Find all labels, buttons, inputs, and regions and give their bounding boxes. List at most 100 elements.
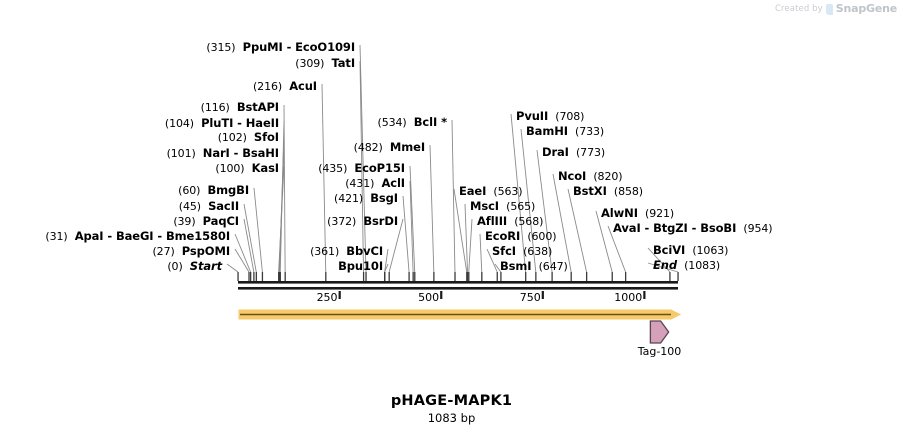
- enzyme-site-name: PvuII: [516, 109, 549, 123]
- enzyme-site-position: (372): [327, 215, 357, 228]
- leader-lines-group: [226, 44, 679, 273]
- enzyme-site-label: AflIII (568): [477, 214, 544, 229]
- leader-line: [253, 187, 263, 273]
- ruler-tick-label: 1000: [614, 291, 643, 304]
- enzyme-site-position: (102): [217, 131, 247, 144]
- backbone-lower-strand: [238, 287, 678, 290]
- enzyme-site-name: SfoI: [253, 130, 279, 144]
- snapgene-watermark: Created by SnapGene: [775, 2, 897, 15]
- enzyme-site-position: (27): [152, 245, 175, 258]
- enzyme-site-label: (104) PluTI - HaeII: [165, 116, 279, 131]
- leader-line: [429, 144, 435, 273]
- cut-site-tick: [255, 272, 257, 281]
- cut-site-tick: [414, 272, 416, 281]
- cut-site-tick: [248, 272, 250, 281]
- enzyme-site-name: BsrDI: [363, 214, 398, 228]
- enzyme-site-position: (921): [645, 207, 675, 220]
- enzyme-site-name: SacII: [208, 199, 239, 213]
- enzyme-site-position: (39): [173, 215, 196, 228]
- enzyme-site-label: (60) BmgBI: [178, 183, 249, 198]
- enzyme-site-label: (0) Start: [167, 260, 222, 274]
- leader-line: [536, 149, 553, 273]
- enzyme-site-label: (100) KasI: [215, 161, 280, 176]
- leader-line: [359, 60, 364, 273]
- enzyme-site-position: (733): [575, 125, 605, 138]
- enzyme-site-position: (431): [345, 177, 375, 190]
- cut-site-tick: [279, 272, 281, 281]
- cut-site-tick: [412, 272, 414, 281]
- enzyme-site-name: AclI: [381, 176, 405, 190]
- cut-site-tick: [325, 272, 327, 281]
- ruler-ticks-group: [338, 291, 646, 299]
- enzyme-site-position: (100): [215, 162, 245, 175]
- enzyme-site-name: AflIII: [477, 214, 508, 228]
- leader-line: [567, 188, 588, 273]
- enzyme-site-position: (773): [575, 146, 606, 159]
- enzyme-site-label: (421) BsgI: [334, 192, 398, 206]
- enzyme-site-name: DraI: [542, 145, 569, 159]
- enzyme-site-label: EcoRI (600): [485, 229, 557, 244]
- leader-line: [451, 119, 456, 273]
- cut-site-ticks-group: [237, 272, 679, 281]
- snapgene-logo-icon: [825, 4, 833, 15]
- leader-line: [464, 203, 468, 273]
- enzyme-site-name: PspOMI: [181, 244, 230, 258]
- enzyme-site-label: MscI (565): [470, 200, 536, 214]
- enzyme-site-name: MmeI: [389, 140, 425, 154]
- leader-line: [468, 218, 473, 273]
- cut-site-tick: [496, 272, 498, 281]
- page-title: pHAGE-MAPK1: [390, 393, 513, 409]
- enzyme-site-position: (954): [743, 222, 773, 235]
- cut-site-tick: [624, 272, 627, 281]
- enzyme-site-label: (372) BsrDI: [327, 214, 398, 229]
- enzyme-site-name: EcoRI: [485, 229, 521, 243]
- enzyme-site-name: PluTI - HaeII: [201, 116, 279, 130]
- leader-line: [409, 180, 414, 273]
- enzyme-site-name: BmgBI: [207, 183, 249, 197]
- enzyme-site-label: (361) BbvCI: [310, 245, 383, 259]
- enzyme-site-position: (1063): [692, 244, 729, 257]
- ruler-tick: [541, 291, 544, 299]
- enzyme-site-label: (315) PpuMI - EcoO109I: [206, 41, 355, 55]
- cut-site-tick: [481, 272, 483, 281]
- leader-line: [494, 263, 502, 273]
- enzyme-site-position: (421): [334, 192, 364, 205]
- enzyme-site-name: KasI: [251, 161, 280, 175]
- enzyme-site-label: (216) AcuI: [253, 80, 317, 94]
- cut-site-tick: [249, 272, 252, 281]
- enzyme-site-position: (315): [206, 41, 236, 54]
- enzyme-site-label: PvuII (708): [516, 109, 584, 124]
- enzyme-site-name: SfcI: [492, 244, 516, 258]
- ruler-tick-label: 750: [519, 291, 541, 304]
- leader-line: [510, 113, 527, 273]
- leader-line: [243, 203, 257, 273]
- leader-line: [226, 263, 239, 273]
- enzyme-site-position: (568): [514, 215, 544, 228]
- cut-site-tick: [500, 272, 502, 281]
- enzyme-site-name: Bpu10I: [338, 259, 383, 273]
- leader-line: [552, 173, 572, 273]
- enzyme-site-position: (60): [178, 184, 201, 197]
- enzyme-site-position: (101): [166, 147, 196, 160]
- cut-site-tick: [611, 272, 613, 281]
- enzyme-site-position: (116): [200, 101, 230, 114]
- enzyme-site-position: (361): [310, 245, 340, 258]
- enzyme-site-label: EaeI (563): [459, 185, 523, 199]
- cut-site-tick: [570, 272, 572, 281]
- cut-site-tick: [585, 272, 588, 281]
- enzyme-site-position: (435): [318, 162, 348, 175]
- enzyme-site-position: (1083): [684, 259, 721, 272]
- enzyme-site-label: (102) SfoI: [217, 130, 279, 145]
- enzyme-site-position: (565): [506, 200, 536, 213]
- enzyme-site-position: (858): [613, 185, 643, 198]
- leader-line: [384, 248, 389, 273]
- watermark-brand: SnapGene: [835, 2, 897, 15]
- enzyme-site-label: (27) PspOMI: [152, 244, 230, 259]
- enzyme-site-label: (45) SacII: [179, 199, 239, 214]
- enzyme-site-label: End (1083): [653, 259, 721, 273]
- cut-site-tick: [454, 272, 456, 281]
- enzyme-site-name: PaqCI: [202, 214, 239, 228]
- plasmid-length: 1083 bp: [427, 411, 476, 425]
- enzyme-site-name: BamHI: [526, 124, 568, 138]
- enzyme-site-label: SfcI (638): [492, 244, 552, 259]
